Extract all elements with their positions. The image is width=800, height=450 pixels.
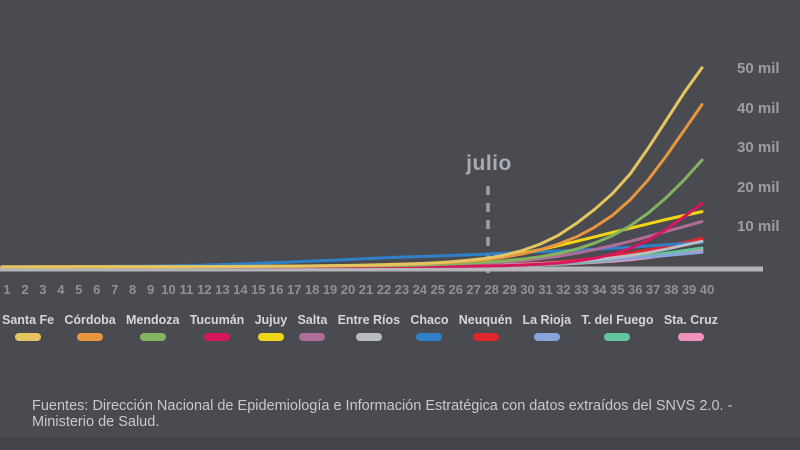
series-line-mendoza (0, 158, 704, 269)
x-tick-label: 19 (322, 282, 338, 297)
legend-color-swatch (77, 333, 104, 341)
x-tick-label: 38 (663, 282, 679, 297)
legend-color-swatch (472, 333, 499, 341)
x-tick-label: 16 (268, 282, 284, 297)
y-tick-label: 30 mil (737, 139, 780, 157)
legend-label: Mendoza (125, 313, 180, 327)
legend-color-swatch (15, 333, 42, 341)
legend-label: Sta. Cruz (663, 313, 718, 327)
legend-item-sta-cruz: Sta. Cruz (664, 313, 718, 341)
legend-item-entre-ríos: Entre Ríos (337, 313, 401, 341)
legend-color-swatch (604, 333, 631, 341)
x-tick-label: 7 (111, 282, 119, 297)
legend-item-salta: Salta (297, 313, 327, 341)
julio-annotation: julio (466, 152, 512, 175)
legend-item-jujuy: Jujuy (254, 313, 288, 341)
legend-item-córdoba: Córdoba (64, 313, 116, 341)
source-attribution: Fuentes: Dirección Nacional de Epidemiol… (32, 398, 733, 430)
x-tick-label: 11 (179, 282, 194, 297)
legend-label: Entre Ríos (337, 313, 401, 327)
x-tick-label: 33 (574, 282, 589, 297)
y-tick-label: 50 mil (737, 60, 780, 77)
legend-label: Salta (297, 313, 328, 327)
y-tick-label: 10 mil (737, 218, 780, 236)
legend-label: Chaco (410, 313, 449, 327)
x-tick-label: 23 (394, 282, 410, 297)
x-tick-label: 27 (466, 282, 481, 297)
legend-color-swatch (677, 333, 704, 341)
x-tick-label: 5 (75, 282, 83, 297)
x-tick-label: 6 (93, 282, 101, 297)
legend-item-santa-fe: Santa Fe (2, 313, 54, 341)
x-tick-label: 9 (146, 282, 155, 297)
x-tick-label: 22 (376, 282, 392, 297)
x-tick-label: 32 (556, 282, 571, 297)
x-tick-label: 35 (610, 282, 625, 297)
x-tick-label: 18 (304, 282, 320, 297)
x-tick-label: 14 (233, 282, 248, 297)
x-tick-label: 17 (286, 282, 302, 297)
x-tick-label: 10 (161, 282, 176, 297)
legend-label: Tucumán (189, 313, 245, 327)
series-line-santa-fe (0, 66, 704, 269)
legend-item-mendoza: Mendoza (126, 313, 179, 341)
x-tick-label: 34 (592, 282, 607, 297)
x-tick-label: 25 (430, 282, 445, 297)
x-tick-label: 39 (681, 282, 697, 297)
x-tick-label: 31 (538, 282, 553, 297)
x-tick-label: 15 (251, 282, 266, 297)
x-tick-label: 4 (57, 282, 65, 297)
legend-color-swatch (299, 333, 326, 341)
x-tick-label: 12 (197, 282, 212, 297)
x-tick-label: 13 (215, 282, 230, 297)
legend: Santa Fe Córdoba Mendoza Tucumán Jujuy Salta E… (2, 313, 718, 341)
legend-label: Jujuy (254, 313, 288, 327)
x-tick-label: 29 (502, 282, 517, 297)
x-tick-label: 36 (627, 282, 643, 297)
x-axis-line (0, 266, 763, 272)
legend-label: La Rioja (522, 313, 572, 327)
legend-color-swatch (257, 333, 284, 341)
y-tick-label: 40 mil (737, 99, 780, 117)
legend-color-swatch (355, 333, 382, 341)
legend-label: Córdoba (64, 313, 116, 327)
x-tick-label: 30 (520, 282, 535, 297)
x-tick-label: 24 (412, 282, 428, 297)
legend-label: Neuquén (458, 313, 513, 327)
legend-item-neuquén: Neuquén (459, 313, 512, 341)
x-tick-label: 3 (39, 282, 47, 297)
legend-label: T. del Fuego (581, 313, 654, 327)
x-tick-label: 28 (484, 282, 499, 297)
x-tick-label: 8 (129, 282, 137, 297)
series-lines (0, 66, 704, 269)
legend-color-swatch (139, 333, 166, 341)
x-tick-label: 20 (340, 282, 356, 297)
x-tick-label: 21 (358, 282, 374, 297)
x-tick-label: 26 (448, 282, 463, 297)
x-tick-label: 2 (21, 282, 29, 297)
legend-label: Santa Fe (2, 313, 55, 327)
legend-item-chaco: Chaco (410, 313, 449, 341)
y-tick-label: 20 mil (737, 178, 780, 196)
bottom-strip (0, 437, 800, 450)
legend-item-tucumán: Tucumán (189, 313, 245, 341)
x-tick-label: 37 (645, 282, 661, 297)
legend-item-t-del-fuego: T. del Fuego (581, 313, 654, 341)
legend-item-la-rioja: La Rioja (522, 313, 571, 341)
legend-color-swatch (204, 333, 230, 341)
x-tick-label: 1 (3, 282, 11, 297)
legend-color-swatch (533, 333, 560, 341)
x-tick-label: 40 (699, 282, 715, 297)
legend-color-swatch (416, 333, 443, 341)
